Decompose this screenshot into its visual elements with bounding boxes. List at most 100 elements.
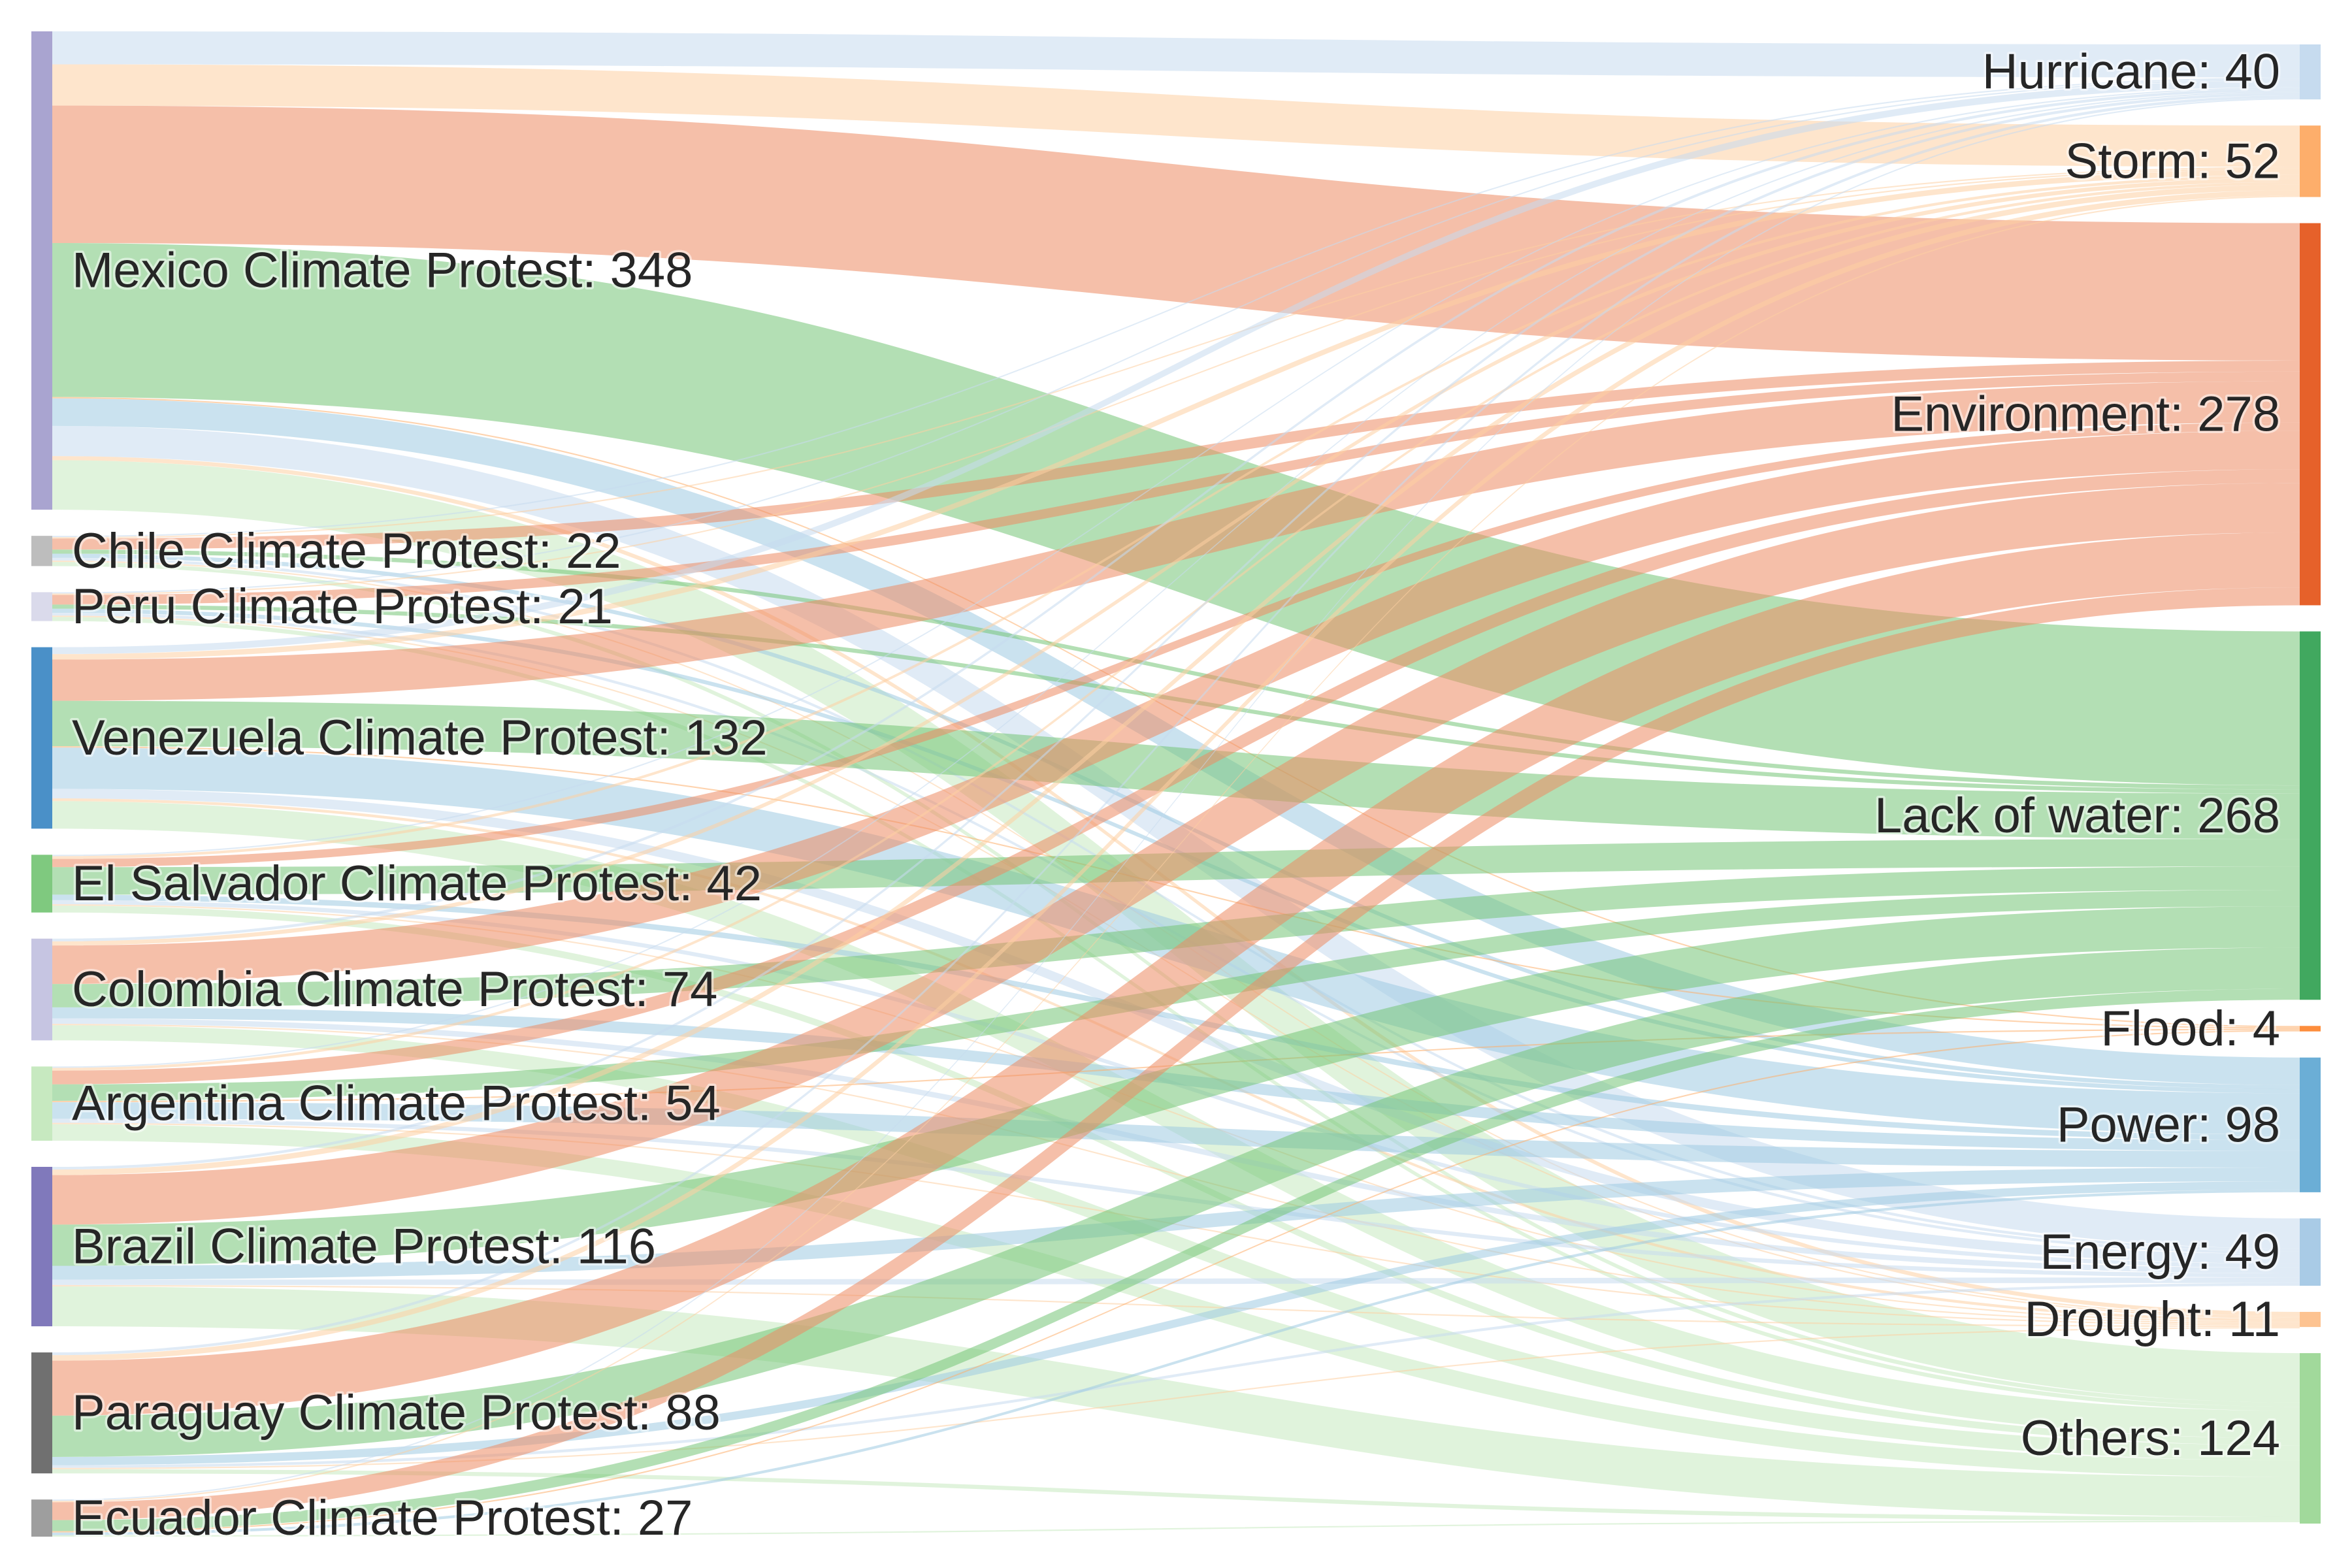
link-ecuador-hurricane[interactable]	[52, 98, 2300, 1501]
source-label-elsalvador: El Salvador Climate Protest: 42	[72, 856, 762, 911]
link-paraguay-power[interactable]	[52, 1181, 2300, 1465]
source-node-colombia[interactable]	[31, 938, 52, 1041]
source-label-peru: Peru Climate Protest: 21	[72, 579, 613, 634]
link-elsalvador-hurricane[interactable]	[52, 87, 2300, 857]
source-node-chile[interactable]	[31, 536, 52, 566]
target-label-power: Power: 98	[2057, 1097, 2280, 1152]
target-node-hurricane[interactable]	[2300, 44, 2321, 100]
target-label-drought: Drought: 11	[2024, 1292, 2280, 1347]
link-ecuador-storm[interactable]	[52, 195, 2300, 1503]
target-node-drought[interactable]	[2300, 1311, 2321, 1328]
link-brazil-storm[interactable]	[52, 184, 2300, 1175]
link-chile-energy[interactable]	[52, 557, 2300, 1252]
source-node-peru[interactable]	[31, 592, 52, 621]
link-peru-hurricane[interactable]	[52, 78, 2300, 594]
link-brazil-power[interactable]	[52, 1168, 2300, 1280]
link-brazil-others[interactable]	[52, 1286, 2300, 1517]
source-node-argentina[interactable]	[31, 1066, 52, 1141]
link-paraguay-storm[interactable]	[52, 190, 2300, 1361]
link-argentina-hurricane[interactable]	[52, 91, 2300, 1068]
source-node-brazil[interactable]	[31, 1167, 52, 1327]
link-elsalvador-storm[interactable]	[52, 174, 2300, 859]
target-node-environment[interactable]	[2300, 223, 2321, 606]
target-node-others[interactable]	[2300, 1353, 2321, 1524]
link-venezuela-flood[interactable]	[52, 746, 2300, 1029]
link-elsalvador-environment[interactable]	[52, 422, 2300, 868]
link-ecuador-others[interactable]	[52, 1520, 2300, 1537]
link-colombia-lackofwater[interactable]	[52, 866, 2300, 1007]
link-peru-storm[interactable]	[52, 168, 2300, 595]
link-venezuela-environment[interactable]	[52, 381, 2300, 701]
link-colombia-energy[interactable]	[52, 1018, 2300, 1274]
link-ecuador-power[interactable]	[52, 1189, 2300, 1535]
target-node-lackofwater[interactable]	[2300, 631, 2321, 1000]
target-node-storm[interactable]	[2300, 125, 2321, 197]
link-venezuela-storm[interactable]	[52, 169, 2300, 660]
link-mexico-environment[interactable]	[52, 105, 2300, 361]
source-label-mexico: Mexico Climate Protest: 348	[72, 243, 693, 299]
sankey-nodes	[31, 31, 2321, 1537]
link-elsalvador-drought[interactable]	[52, 904, 2300, 1323]
link-paraguay-hurricane[interactable]	[52, 95, 2300, 1356]
link-colombia-hurricane[interactable]	[52, 88, 2300, 941]
source-label-argentina: Argentina Climate Protest: 54	[72, 1076, 721, 1132]
link-paraguay-environment[interactable]	[52, 532, 2300, 1416]
source-node-paraguay[interactable]	[31, 1352, 52, 1474]
link-brazil-environment[interactable]	[52, 483, 2300, 1225]
link-venezuela-energy[interactable]	[52, 789, 2300, 1264]
target-label-storm: Storm: 52	[2065, 133, 2280, 189]
source-label-venezuela: Venezuela Climate Protest: 132	[72, 710, 768, 766]
link-venezuela-hurricane[interactable]	[52, 80, 2300, 655]
link-colombia-others[interactable]	[52, 1025, 2300, 1461]
source-label-brazil: Brazil Climate Protest: 116	[72, 1219, 656, 1275]
target-node-power[interactable]	[2300, 1057, 2321, 1192]
link-colombia-environment[interactable]	[52, 431, 2300, 985]
link-venezuela-others[interactable]	[52, 801, 2300, 1439]
source-node-ecuador[interactable]	[31, 1499, 52, 1537]
link-mexico-power[interactable]	[52, 398, 2300, 1085]
target-label-environment: Environment: 278	[1891, 387, 2280, 442]
target-node-energy[interactable]	[2300, 1218, 2321, 1286]
link-paraguay-drought[interactable]	[52, 1327, 2300, 1469]
link-chile-environment[interactable]	[52, 360, 2300, 550]
source-node-venezuela[interactable]	[31, 647, 52, 829]
link-mexico-hurricane[interactable]	[52, 31, 2300, 78]
link-ecuador-environment[interactable]	[52, 587, 2300, 1520]
link-ecuador-lackofwater[interactable]	[52, 988, 2300, 1531]
link-brazil-hurricane[interactable]	[52, 92, 2300, 1170]
link-argentina-storm[interactable]	[52, 182, 2300, 1071]
link-paraguay-energy[interactable]	[52, 1282, 2300, 1468]
source-label-chile: Chile Climate Protest: 22	[72, 523, 621, 579]
source-label-paraguay: Paraguay Climate Protest: 88	[72, 1385, 721, 1441]
target-label-flood: Flood: 4	[2100, 1001, 2280, 1056]
sankey-labels: Mexico Climate Protest: 348 Chile Climate…	[70, 42, 2283, 1548]
link-elsalvador-power[interactable]	[52, 894, 2300, 1140]
source-label-colombia: Colombia Climate Protest: 74	[72, 962, 717, 1017]
target-label-energy: Energy: 49	[2040, 1224, 2280, 1280]
link-colombia-drought[interactable]	[52, 1024, 2300, 1324]
link-chile-lackofwater[interactable]	[52, 549, 2300, 790]
link-ecuador-flood[interactable]	[52, 1030, 2300, 1533]
link-colombia-storm[interactable]	[52, 178, 2300, 946]
source-node-elsalvador[interactable]	[31, 855, 52, 913]
target-label-hurricane: Hurricane: 40	[1982, 44, 2280, 100]
link-paraguay-others[interactable]	[52, 1469, 2300, 1521]
link-elsalvador-others[interactable]	[52, 906, 2300, 1446]
link-peru-environment[interactable]	[52, 371, 2300, 605]
target-label-others: Others: 124	[2021, 1411, 2280, 1466]
link-argentina-others[interactable]	[52, 1124, 2300, 1477]
link-brazil-drought[interactable]	[52, 1284, 2300, 1328]
link-brazil-lackofwater[interactable]	[52, 906, 2300, 1266]
sankey-links	[52, 31, 2300, 1537]
link-paraguay-lackofwater[interactable]	[52, 947, 2300, 1457]
source-label-ecuador: Ecuador Climate Protest: 27	[72, 1490, 693, 1546]
link-peru-others[interactable]	[52, 617, 2300, 1411]
link-chile-power[interactable]	[52, 553, 2300, 1090]
link-mexico-drought[interactable]	[52, 456, 2300, 1316]
link-chile-hurricane[interactable]	[52, 77, 2300, 538]
link-chile-storm[interactable]	[52, 167, 2300, 539]
source-node-mexico[interactable]	[31, 31, 52, 510]
target-node-flood[interactable]	[2300, 1026, 2321, 1032]
link-venezuela-lackofwater[interactable]	[52, 700, 2300, 840]
